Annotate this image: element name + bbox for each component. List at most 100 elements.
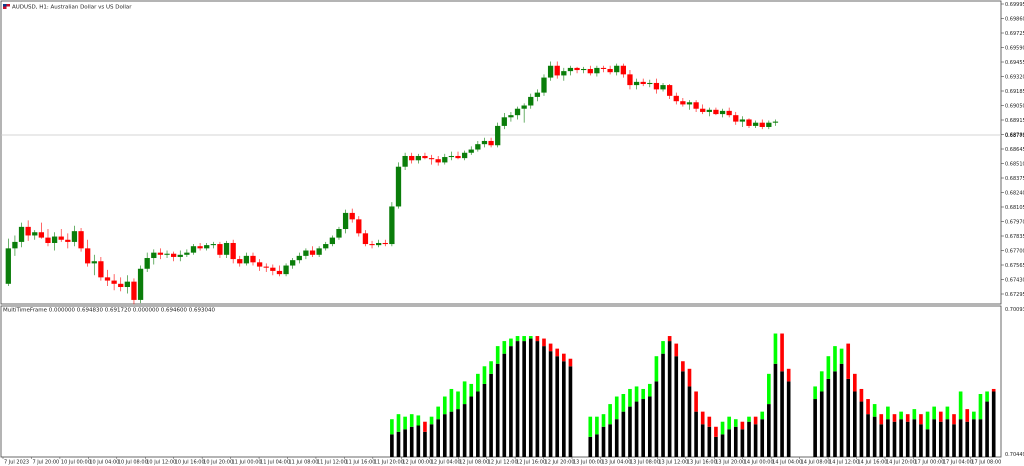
time-label: 13 Jul 12:00 bbox=[658, 460, 688, 466]
time-label: 10 Jul 12:00 bbox=[146, 460, 176, 466]
histogram-bar bbox=[647, 396, 652, 457]
candle-body bbox=[144, 258, 150, 269]
histogram-bar-down bbox=[707, 416, 712, 427]
candle-body bbox=[508, 115, 514, 118]
histogram-bar-down bbox=[905, 414, 910, 422]
candle-body bbox=[415, 155, 421, 161]
time-label: 13 Jul 20:00 bbox=[715, 460, 745, 466]
candle-body bbox=[759, 122, 765, 127]
price-label: 0.68780 bbox=[1005, 132, 1024, 138]
candle-body bbox=[45, 237, 51, 243]
candle-body bbox=[680, 101, 686, 105]
histogram-bar-down bbox=[852, 373, 857, 392]
candle-body bbox=[243, 255, 250, 264]
candle-body bbox=[475, 144, 481, 150]
histogram-bar-up bbox=[839, 348, 844, 364]
candle-body bbox=[627, 74, 633, 86]
candle-body bbox=[442, 157, 448, 163]
histogram-bar-down bbox=[542, 338, 546, 347]
histogram-bar-up bbox=[945, 406, 950, 420]
histogram-bar-down bbox=[535, 336, 540, 342]
histogram-bar-down bbox=[667, 336, 672, 342]
histogram-bar bbox=[753, 424, 758, 457]
time-label: 10 Jul 04:00 bbox=[89, 460, 119, 466]
candle-body bbox=[336, 229, 342, 238]
histogram-bar-up bbox=[760, 411, 765, 420]
candle-body bbox=[204, 245, 210, 249]
candle-body bbox=[230, 242, 236, 260]
candle-body bbox=[223, 242, 230, 255]
histogram-bar-down bbox=[568, 358, 573, 367]
histogram-bar bbox=[733, 426, 738, 457]
histogram-bar bbox=[780, 371, 784, 457]
histogram-bar bbox=[786, 381, 791, 457]
candle-body bbox=[283, 265, 289, 275]
candle-body bbox=[118, 283, 124, 288]
candle-body bbox=[554, 65, 560, 76]
time-label: 12 Jul 04:00 bbox=[431, 460, 461, 466]
time-label: 12 Jul 20:00 bbox=[545, 460, 575, 466]
histogram-bar bbox=[555, 356, 560, 457]
time-label: 17 Jul 00:00 bbox=[914, 460, 944, 466]
histogram-bar bbox=[839, 363, 844, 457]
candle-body bbox=[700, 108, 706, 112]
price-label: 0.68105 bbox=[1005, 205, 1024, 211]
histogram-bar-up bbox=[978, 394, 983, 420]
candle-body bbox=[5, 248, 11, 284]
price-label: 0.69185 bbox=[1005, 89, 1024, 95]
histogram-bar bbox=[694, 411, 698, 457]
histogram-bar bbox=[476, 391, 480, 457]
histogram-bar-down bbox=[753, 416, 758, 425]
time-label: 14 Jul 00:00 bbox=[744, 460, 774, 466]
histogram-bar-down bbox=[965, 409, 970, 422]
candle-body bbox=[369, 244, 375, 246]
histogram-bar bbox=[621, 411, 626, 457]
candle-body bbox=[78, 231, 84, 249]
histogram-bar-up bbox=[462, 381, 467, 405]
time-label: 14 Jul 08:00 bbox=[801, 460, 831, 466]
candle-body bbox=[124, 281, 130, 288]
histogram-bar-up bbox=[886, 406, 890, 420]
candle-body bbox=[574, 67, 580, 71]
candle-body bbox=[772, 121, 779, 123]
histogram-bar bbox=[767, 404, 771, 457]
histogram-bar-up bbox=[608, 404, 612, 425]
histogram-bar bbox=[714, 436, 718, 457]
candle-body bbox=[455, 155, 461, 159]
histogram-bar-down bbox=[674, 343, 679, 357]
histogram-bar-up bbox=[773, 333, 778, 364]
histogram-bar-down bbox=[740, 421, 745, 430]
price-label: 0.67565 bbox=[1005, 263, 1024, 269]
indicator-title: MultiTimeFrame 0.000000 0.694830 0.69172… bbox=[3, 308, 215, 314]
candle-body bbox=[534, 92, 541, 97]
histogram-bar bbox=[588, 436, 593, 457]
candle-body bbox=[362, 233, 369, 245]
histogram-bar-up bbox=[912, 409, 917, 420]
candle-body bbox=[468, 149, 474, 153]
candle-body bbox=[197, 246, 203, 249]
histogram-bar bbox=[542, 346, 546, 457]
candle-body bbox=[693, 102, 699, 109]
candle-body bbox=[376, 242, 382, 246]
candle-body bbox=[323, 244, 329, 249]
histogram-bar-down bbox=[879, 414, 884, 425]
candle-body bbox=[726, 110, 732, 116]
candle-body bbox=[58, 236, 64, 240]
price-label: 0.67835 bbox=[1005, 234, 1024, 240]
histogram-bar-up bbox=[958, 391, 963, 420]
histogram-bar bbox=[515, 341, 520, 457]
histogram-bar bbox=[429, 424, 434, 457]
histogram-bar-down bbox=[938, 411, 943, 422]
candle-body bbox=[647, 82, 653, 85]
candle-body bbox=[38, 232, 45, 238]
price-label: 0.69725 bbox=[1005, 31, 1024, 37]
candle-body bbox=[356, 219, 362, 234]
histogram-bar bbox=[409, 426, 414, 457]
time-label: 11 Jul 20:00 bbox=[374, 460, 404, 466]
time-label: 14 Jul 04:00 bbox=[772, 460, 802, 466]
symbol-title: AUDUSD, H1: Australian Dollar vs US Doll… bbox=[12, 5, 132, 11]
price-axis: 0.69995 0.69860 0.69725 0.69590 0.69455 0.693… bbox=[1001, 2, 1024, 298]
histogram-bar bbox=[938, 421, 943, 457]
